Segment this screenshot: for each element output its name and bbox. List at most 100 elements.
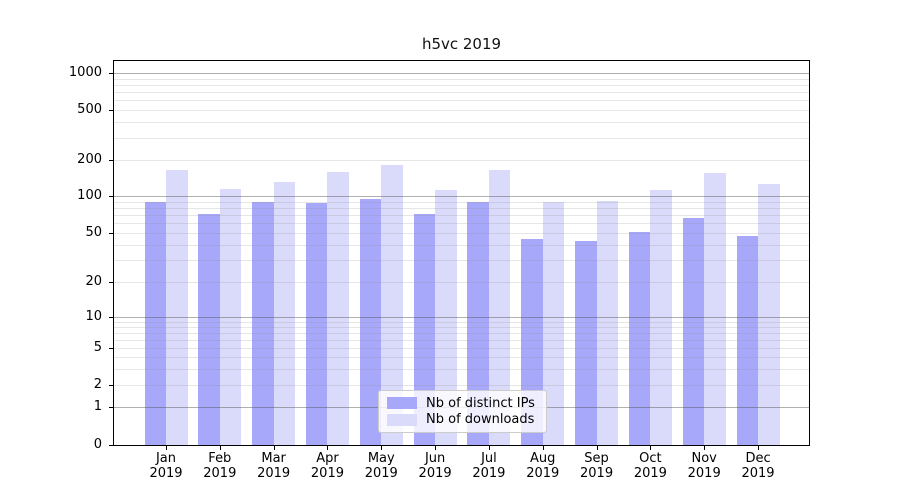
legend-label: Nb of downloads (426, 412, 535, 428)
y-tick-label: 100 (77, 188, 102, 203)
y-tick-label: 20 (85, 274, 102, 289)
x-tick-label-dec: Dec 2019 (741, 451, 775, 481)
x-tick-mark (650, 446, 652, 450)
x-tick-mark (435, 446, 437, 450)
bar-distinct-ips-oct (628, 231, 651, 445)
minor-gridline (114, 110, 809, 111)
bar-downloads-nov (704, 172, 726, 445)
minor-gridline (114, 92, 809, 93)
x-tick-mark (166, 446, 167, 450)
x-tick-label-apr: Apr 2019 (310, 451, 344, 481)
bar-distinct-ips-jan (144, 201, 166, 445)
minor-gridline (114, 202, 809, 203)
minor-gridline (114, 333, 809, 334)
y-tick-mark (109, 282, 114, 283)
y-tick-label: 2 (93, 377, 102, 392)
minor-gridline (114, 122, 809, 123)
minor-gridline (114, 223, 809, 224)
bar-distinct-ips-dec (736, 236, 759, 445)
minor-gridline (114, 260, 809, 261)
y-tick-mark (109, 445, 114, 446)
x-tick-mark (596, 446, 598, 450)
legend-swatch-downloads (387, 413, 417, 426)
y-tick-mark (109, 317, 114, 318)
minor-gridline (114, 385, 809, 386)
bar-downloads-feb (219, 189, 242, 445)
y-tick-mark (109, 73, 114, 74)
bar-downloads-dec (758, 184, 780, 445)
bar-distinct-ips-mar (252, 201, 274, 445)
y-tick-label: 1 (93, 399, 102, 414)
x-tick-mark (704, 446, 706, 450)
chart-title: h5vc 2019 (421, 35, 502, 53)
legend-item-downloads: Nb of downloads (387, 412, 538, 428)
x-tick-mark (542, 446, 544, 450)
bar-distinct-ips-apr (305, 203, 328, 445)
x-tick-mark (488, 446, 490, 450)
major-gridline (114, 196, 809, 197)
x-tick-mark (273, 446, 275, 450)
bar-distinct-ips-may (359, 198, 382, 445)
legend-item-distinct-ips: Nb of distinct IPs (387, 395, 538, 411)
legend-swatch-distinct-ips (387, 397, 417, 410)
minor-gridline (114, 215, 809, 216)
minor-gridline (114, 357, 809, 358)
bar-downloads-may (381, 165, 403, 445)
minor-gridline (114, 340, 809, 341)
x-tick-label-sep: Sep 2019 (580, 451, 614, 481)
bar-distinct-ips-nov (682, 218, 705, 445)
minor-gridline (114, 208, 809, 209)
x-tick-mark (758, 446, 760, 450)
bar-downloads-sep (596, 201, 619, 445)
x-tick-label-jul: Jul 2019 (472, 451, 506, 481)
y-tick-mark (109, 233, 114, 234)
y-tick-label: 50 (85, 225, 102, 240)
y-tick-mark (109, 160, 114, 161)
y-tick-mark (109, 407, 114, 408)
minor-gridline (114, 245, 809, 246)
bar-downloads-mar (273, 181, 296, 445)
bar-downloads-apr (327, 171, 349, 445)
y-tick-label: 0 (93, 437, 102, 452)
x-tick-label-feb: Feb 2019 (203, 451, 237, 481)
minor-gridline (114, 85, 809, 86)
major-gridline (114, 317, 809, 318)
y-tick-mark (109, 385, 114, 386)
y-tick-label: 200 (77, 152, 102, 167)
y-tick-label: 1000 (68, 65, 102, 80)
minor-gridline (114, 160, 809, 161)
x-tick-label-nov: Nov 2019 (687, 451, 721, 481)
x-tick-label-oct: Oct 2019 (633, 451, 667, 481)
x-tick-label-jun: Jun 2019 (418, 451, 452, 481)
bar-downloads-oct (650, 189, 672, 445)
grid-layer (114, 61, 809, 445)
legend: Nb of distinct IPs Nb of downloads (378, 390, 547, 433)
minor-gridline (114, 282, 809, 283)
y-tick-mark (109, 196, 114, 197)
minor-gridline (114, 79, 809, 80)
minor-gridline (114, 233, 809, 234)
bar-downloads-jan (166, 170, 188, 445)
plot-area: Nb of distinct IPs Nb of downloads (113, 60, 810, 446)
x-tick-label-jan: Jan 2019 (149, 451, 183, 481)
x-tick-label-aug: Aug 2019 (526, 451, 560, 481)
bar-downloads-jul (488, 170, 511, 445)
y-tick-mark (109, 348, 114, 349)
minor-gridline (114, 100, 809, 101)
x-tick-mark (219, 446, 221, 450)
x-tick-label-mar: Mar 2019 (257, 451, 291, 481)
minor-gridline (114, 322, 809, 323)
bar-distinct-ips-jul (467, 201, 489, 445)
x-tick-mark (327, 446, 329, 450)
bar-downloads-jun (435, 190, 457, 445)
legend-label: Nb of distinct IPs (426, 395, 535, 411)
minor-gridline (114, 369, 809, 370)
bar-downloads-aug (542, 202, 565, 445)
bar-distinct-ips-jun (413, 213, 436, 445)
bar-distinct-ips-feb (198, 213, 220, 445)
y-tick-label: 10 (85, 309, 102, 324)
major-gridline (114, 73, 809, 74)
x-tick-mark (381, 446, 383, 450)
minor-gridline (114, 138, 809, 139)
